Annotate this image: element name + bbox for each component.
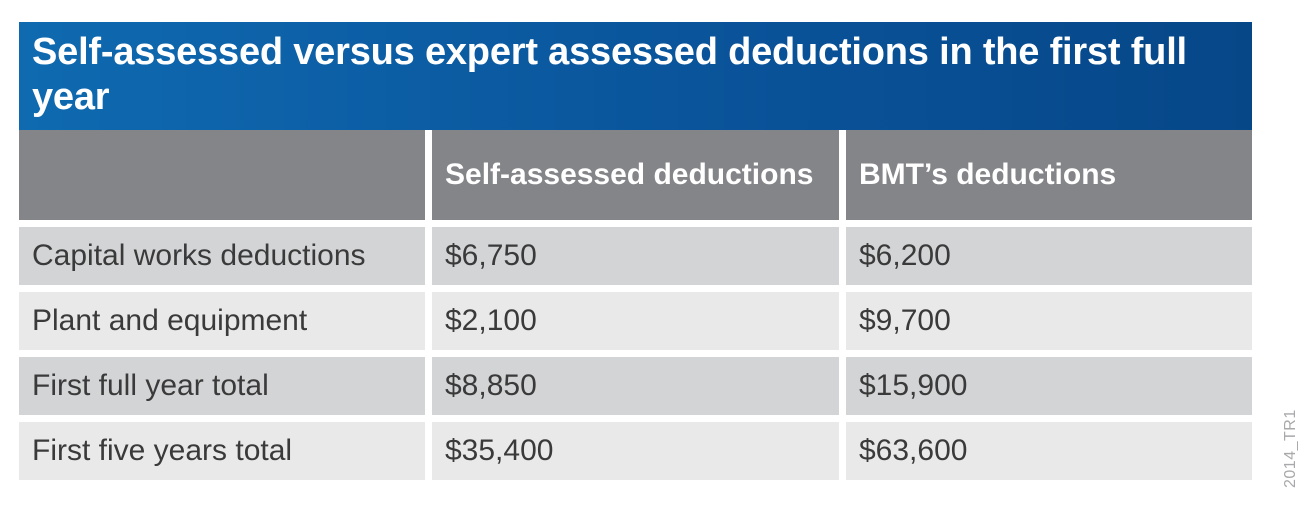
header-cell-self-assessed: Self-assessed deductions — [432, 130, 839, 220]
row-label: First full year total — [19, 357, 425, 415]
row-label: First five years total — [19, 422, 425, 480]
bmt-value: $15,900 — [846, 357, 1252, 415]
self-assessed-value: $35,400 — [432, 422, 839, 480]
bmt-value: $63,600 — [846, 422, 1252, 480]
table-row: Plant and equipment $2,100 $9,700 — [19, 292, 1252, 350]
deductions-table: Self-assessed deductions BMT’s deduction… — [12, 123, 1259, 487]
bmt-value: $9,700 — [846, 292, 1252, 350]
header-row: Self-assessed deductions BMT’s deduction… — [19, 130, 1252, 220]
row-label: Plant and equipment — [19, 292, 425, 350]
table-row: First full year total $8,850 $15,900 — [19, 357, 1252, 415]
header-cell-bmt: BMT’s deductions — [846, 130, 1252, 220]
row-label: Capital works deductions — [19, 227, 425, 285]
self-assessed-value: $8,850 — [432, 357, 839, 415]
table-row: First five years total $35,400 $63,600 — [19, 422, 1252, 480]
deductions-table-figure: Self-assessed versus expert assessed ded… — [19, 22, 1252, 487]
table-row: Capital works deductions $6,750 $6,200 — [19, 227, 1252, 285]
watermark-code: 2014_TR1 — [1282, 409, 1299, 488]
self-assessed-value: $2,100 — [432, 292, 839, 350]
self-assessed-value: $6,750 — [432, 227, 839, 285]
table-title: Self-assessed versus expert assessed ded… — [19, 22, 1252, 130]
header-cell-label — [19, 130, 425, 220]
bmt-value: $6,200 — [846, 227, 1252, 285]
